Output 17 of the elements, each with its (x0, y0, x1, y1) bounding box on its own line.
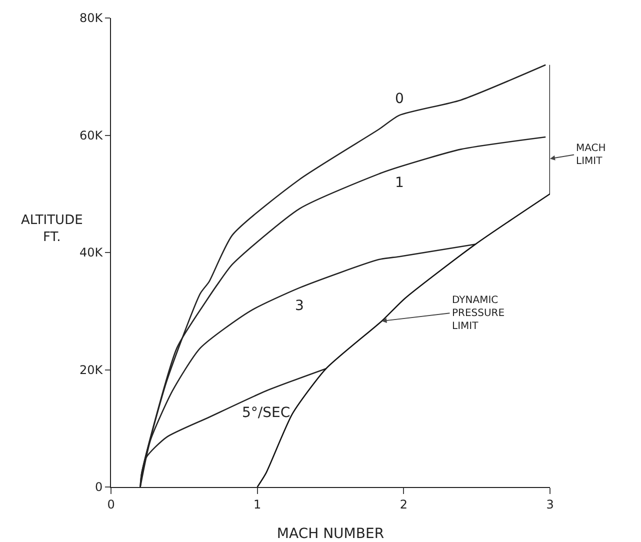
x-tick-label: 2 (400, 497, 408, 512)
x-tick-label: 1 (254, 497, 262, 512)
series-label: 5°/SEC (242, 405, 290, 421)
y-tick-label: 0 (94, 480, 103, 494)
x-axis-title: MACH NUMBER (276, 526, 384, 542)
y-tick-label: 20K (79, 362, 104, 377)
y-tick-label: 80K (79, 11, 104, 26)
series-label: 1 (395, 175, 404, 191)
series-label: 0 (395, 91, 404, 107)
y-tick-label: 40K (79, 246, 104, 260)
y-tick-label: 60K (79, 128, 104, 142)
annotation: MACH LIMIT (576, 143, 606, 167)
y-axis-title: ALTITUDE FT. (21, 213, 83, 245)
x-tick-label: 3 (546, 497, 554, 512)
annotation: DYNAMIC PRESSURE LIMIT (452, 295, 505, 332)
series-label: 3 (295, 298, 304, 314)
x-tick-label: 0 (107, 497, 115, 512)
